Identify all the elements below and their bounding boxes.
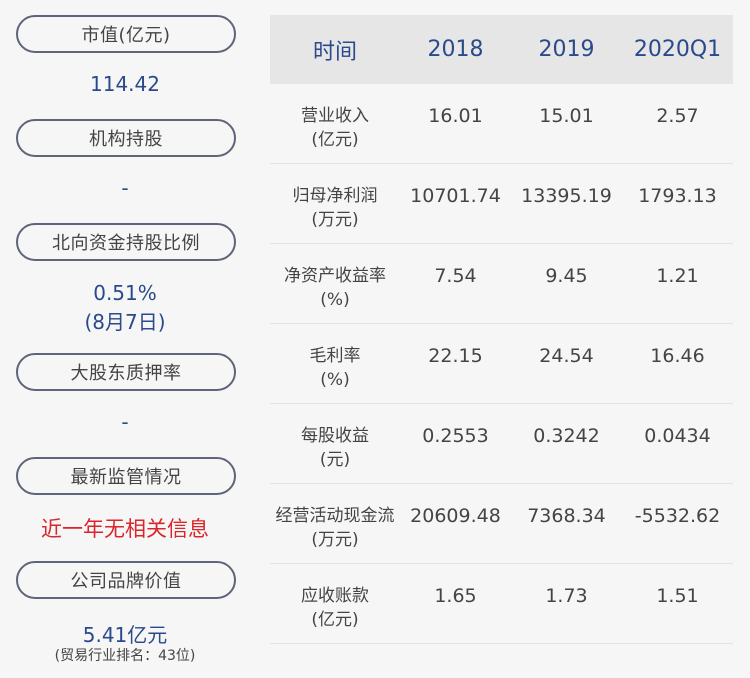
table-row: 营业收入 (亿元) 16.01 15.01 2.57 <box>270 84 733 164</box>
table-row: 净资产收益率 (%) 7.54 9.45 1.21 <box>270 244 733 324</box>
regulation-value: 近一年无相关信息 <box>41 517 209 541</box>
header-2018: 2018 <box>427 37 484 62</box>
financial-table: 时间 2018 2019 2020Q1 营业收入 (亿元) 16.01 15.01… <box>270 15 733 644</box>
row-unit: (%) <box>320 370 350 390</box>
left-panel: 市值(亿元) 114.42 机构持股 - 北向资金持股比例 0.51% (8月7… <box>0 0 250 678</box>
header-time: 时间 <box>312 39 357 65</box>
cell-value: 24.54 <box>539 345 594 367</box>
cell-value: 16.46 <box>650 345 705 367</box>
cell-value: 13395.19 <box>521 185 612 207</box>
cell-value: 7.54 <box>434 265 477 287</box>
row-name: 每股收益 <box>301 426 369 446</box>
row-label: 每股收益 (元) <box>270 424 400 472</box>
brand-rank-note: (贸易行业排名：43位) <box>54 648 196 664</box>
cell-value: 1793.13 <box>638 185 717 207</box>
row-label: 毛利率 (%) <box>270 344 400 392</box>
table-row: 归母净利润 (万元) 10701.74 13395.19 1793.13 <box>270 164 733 244</box>
row-unit: (亿元) <box>311 610 359 630</box>
institution-holding-value: - <box>121 176 129 200</box>
row-label: 营业收入 (亿元) <box>270 104 400 152</box>
row-unit: (万元) <box>311 210 359 230</box>
market-cap-label: 市值(亿元) <box>16 15 236 53</box>
cell-value: 0.3242 <box>533 425 600 447</box>
brand-value: 5.41亿元 <box>82 623 168 647</box>
institution-holding-label: 机构持股 <box>16 119 236 157</box>
cell-value: 10701.74 <box>410 185 501 207</box>
row-unit: (元) <box>319 450 351 470</box>
pledge-label: 大股东质押率 <box>16 353 236 391</box>
row-unit: (亿元) <box>311 130 359 150</box>
northbound-value: 0.51% <box>93 281 157 305</box>
cell-value: 16.01 <box>428 105 483 127</box>
row-name: 经营活动现金流 <box>275 506 395 526</box>
row-unit: (万元) <box>311 530 359 550</box>
regulation-label: 最新监管情况 <box>16 457 236 495</box>
cell-value: 2.57 <box>656 105 699 127</box>
table-row: 应收账款 (亿元) 1.65 1.73 1.51 <box>270 564 733 644</box>
row-name: 营业收入 <box>301 106 369 126</box>
brand-value-label: 公司品牌价值 <box>16 561 236 599</box>
row-label: 净资产收益率 (%) <box>270 264 400 312</box>
row-label: 应收账款 (亿元) <box>270 584 400 632</box>
cell-value: 20609.48 <box>410 505 501 527</box>
pledge-value: - <box>121 410 129 434</box>
table-row: 毛利率 (%) 22.15 24.54 16.46 <box>270 324 733 404</box>
cell-value: 1.73 <box>545 585 588 607</box>
row-unit: (%) <box>320 290 350 310</box>
cell-value: 1.51 <box>656 585 699 607</box>
table-header: 时间 2018 2019 2020Q1 <box>270 15 733 84</box>
row-name: 应收账款 <box>301 586 369 606</box>
table-row: 经营活动现金流 (万元) 20609.48 7368.34 -5532.62 <box>270 484 733 564</box>
cell-value: 1.65 <box>434 585 477 607</box>
header-2020q1: 2020Q1 <box>633 37 722 62</box>
cell-value: 0.0434 <box>644 425 711 447</box>
row-name: 归母净利润 <box>292 186 378 206</box>
market-cap-value: 114.42 <box>90 72 160 96</box>
row-name: 毛利率 <box>309 346 361 366</box>
cell-value: 1.21 <box>656 265 699 287</box>
row-label: 归母净利润 (万元) <box>270 184 400 232</box>
cell-value: -5532.62 <box>634 505 721 527</box>
northbound-label: 北向资金持股比例 <box>16 223 236 261</box>
row-label: 经营活动现金流 (万元) <box>270 504 400 552</box>
northbound-date: (8月7日) <box>84 310 166 334</box>
row-name: 净资产收益率 <box>284 266 386 286</box>
header-2019: 2019 <box>538 37 595 62</box>
cell-value: 7368.34 <box>527 505 606 527</box>
cell-value: 22.15 <box>428 345 483 367</box>
cell-value: 9.45 <box>545 265 588 287</box>
cell-value: 15.01 <box>539 105 594 127</box>
cell-value: 0.2553 <box>422 425 489 447</box>
table-row: 每股收益 (元) 0.2553 0.3242 0.0434 <box>270 404 733 484</box>
